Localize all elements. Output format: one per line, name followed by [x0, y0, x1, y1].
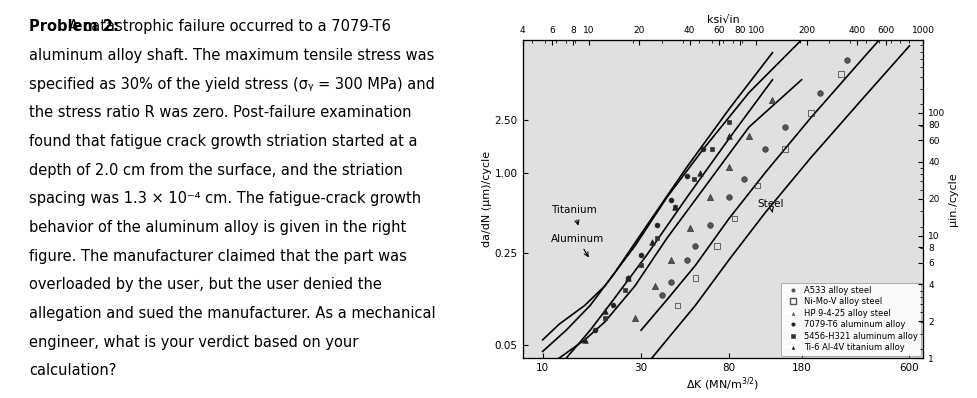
Legend: A533 alloy steel, Ni-Mo-V alloy steel, HP 9-4-25 alloy steel, 7079-T6 aluminum a: A533 alloy steel, Ni-Mo-V alloy steel, H… [781, 283, 920, 356]
Point [688, 243, 703, 249]
Point [577, 337, 593, 343]
Y-axis label: μin./cycle: μin./cycle [948, 172, 958, 226]
Point [686, 176, 701, 182]
Point [765, 97, 781, 103]
Text: specified as 30% of the yield stress (σᵧ = 300 MPa) and: specified as 30% of the yield stress (σᵧ… [29, 77, 435, 92]
Text: aluminum alloy shaft. The maximum tensile stress was: aluminum alloy shaft. The maximum tensil… [29, 48, 435, 63]
Point [833, 71, 849, 78]
Point [702, 194, 718, 201]
Point [597, 308, 613, 315]
Point [650, 222, 665, 228]
Point [633, 252, 649, 258]
Point [866, 31, 881, 37]
Point [757, 146, 773, 152]
Text: the stress ratio R was zero. Post-failure examination: the stress ratio R was zero. Post-failur… [29, 105, 412, 120]
Point [587, 327, 603, 334]
Point [663, 197, 679, 203]
Text: Steel: Steel [757, 199, 784, 212]
Point [669, 302, 685, 308]
Text: calculation?: calculation? [29, 363, 116, 378]
Point [679, 172, 695, 179]
Point [597, 315, 613, 322]
Point [721, 164, 737, 170]
Point [703, 146, 719, 152]
Text: Aluminum: Aluminum [551, 234, 605, 256]
Point [663, 279, 679, 285]
Point [647, 283, 662, 289]
Text: allegation and sued the manufacturer. As a mechanical: allegation and sued the manufacturer. As… [29, 306, 436, 321]
Point [645, 239, 660, 245]
Y-axis label: da/dN (μm)/cycle: da/dN (μm)/cycle [482, 151, 492, 247]
Point [688, 275, 703, 281]
Point [709, 243, 725, 249]
Point [667, 204, 683, 210]
Text: depth of 2.0 cm from the surface, and the striation: depth of 2.0 cm from the surface, and th… [29, 163, 404, 178]
Point [655, 292, 670, 298]
Point [679, 257, 695, 263]
Point [633, 262, 649, 269]
Point [627, 315, 643, 322]
Point [778, 124, 793, 130]
Text: figure. The manufacturer claimed that the part was: figure. The manufacturer claimed that th… [29, 249, 407, 263]
Point [650, 235, 665, 242]
Point [721, 119, 737, 125]
Text: overloaded by the user, but the user denied the: overloaded by the user, but the user den… [29, 277, 382, 292]
Point [620, 275, 636, 281]
Point [606, 302, 621, 308]
Point [667, 204, 683, 210]
Point [749, 182, 765, 189]
Text: A catastrophic failure occurred to a 7079-T6: A catastrophic failure occurred to a 707… [64, 20, 392, 34]
Text: engineer, what is your verdict based on your: engineer, what is your verdict based on … [29, 335, 359, 349]
Text: Titanium: Titanium [551, 205, 597, 224]
Point [551, 368, 567, 374]
Point [616, 287, 632, 293]
Point [803, 110, 819, 116]
Point [620, 275, 636, 281]
Point [663, 257, 679, 263]
Point [721, 133, 737, 139]
X-axis label: $\Delta$K (MN/m$^{3/2}$): $\Delta$K (MN/m$^{3/2}$) [686, 376, 760, 394]
Point [737, 176, 752, 182]
Text: spacing was 1.3 × 10⁻⁴ cm. The fatigue-crack growth: spacing was 1.3 × 10⁻⁴ cm. The fatigue-c… [29, 191, 421, 206]
Point [696, 146, 711, 152]
Point [721, 194, 737, 201]
Text: Problem 2:: Problem 2: [29, 20, 119, 34]
Point [812, 90, 828, 96]
Point [778, 146, 793, 152]
Point [683, 225, 699, 232]
Text: found that fatigue crack growth striation started at a: found that fatigue crack growth striatio… [29, 134, 418, 149]
Point [727, 215, 743, 222]
X-axis label: ksi√in: ksi√in [706, 15, 740, 25]
Point [693, 170, 708, 176]
Point [839, 57, 855, 64]
Point [702, 222, 718, 228]
Point [742, 133, 757, 139]
Text: behavior of the aluminum alloy is given in the right: behavior of the aluminum alloy is given … [29, 220, 406, 235]
